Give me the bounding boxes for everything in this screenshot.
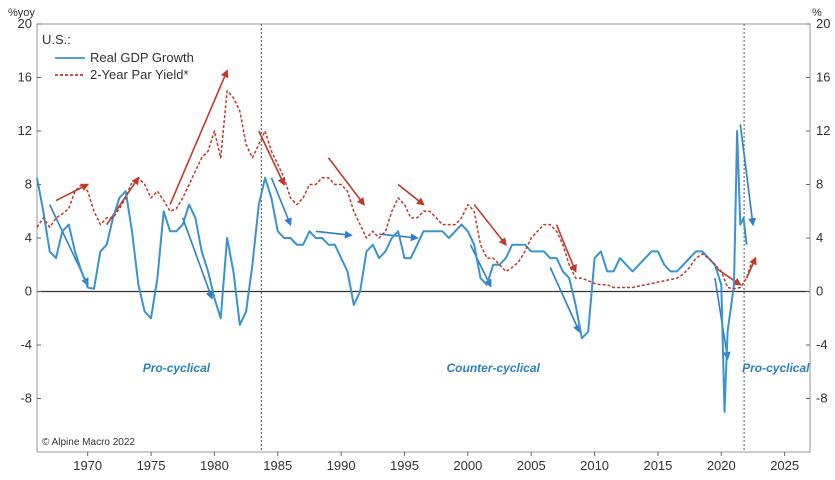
annotation-pro-cyclical-1: Pro-cyclical — [143, 361, 211, 375]
data-series — [36, 90, 754, 413]
trend-arrow-5 — [469, 244, 492, 288]
trend-arrow-17 — [714, 266, 742, 286]
trend-arrow-6 — [549, 267, 581, 334]
y-right-tick-label: 20 — [816, 16, 830, 31]
guide-lines — [37, 24, 810, 452]
y-left-tick-label: 0 — [25, 284, 32, 299]
series-line-2y-yield — [36, 90, 754, 290]
x-tick-label: 2005 — [517, 458, 546, 473]
y-left-tick-label: 20 — [18, 16, 32, 31]
trend-arrows — [48, 69, 757, 360]
y-left-tick-label: 12 — [18, 123, 32, 138]
trend-arrow-4 — [379, 233, 419, 242]
trend-arrow-15 — [473, 204, 507, 246]
x-tick-label: 1990 — [327, 458, 356, 473]
trend-arrow-2 — [270, 177, 292, 227]
y-right-tick-label: 16 — [816, 70, 830, 85]
y-right-tick-label: 4 — [816, 230, 823, 245]
y-right-unit: % — [812, 7, 822, 19]
y-right-tick-label: -8 — [816, 391, 828, 406]
trend-arrow-9 — [55, 183, 90, 202]
trend-arrow-1 — [181, 217, 214, 300]
y-right-tick-label: 0 — [816, 284, 823, 299]
x-tick-label: 2015 — [643, 458, 672, 473]
x-tick-label: 1995 — [390, 458, 419, 473]
y-right-tick-label: 12 — [816, 123, 830, 138]
y-left-tick-label: 4 — [25, 230, 32, 245]
trend-arrow-14 — [397, 183, 425, 206]
annotation-counter-cyclical: Counter-cyclical — [447, 361, 541, 375]
trend-arrow-16 — [555, 224, 577, 273]
y-left-tick-label: -8 — [20, 391, 32, 406]
trend-arrow-3 — [315, 230, 353, 239]
y-left-tick-label: 8 — [25, 177, 32, 192]
y-left-unit: %yoy — [8, 7, 35, 19]
legend: U.S.: Real GDP Growth 2-Year Par Yield* — [42, 32, 194, 82]
x-tick-label: 2010 — [580, 458, 609, 473]
series-line-real-gdp — [36, 130, 748, 413]
trend-arrow-10 — [106, 176, 140, 226]
x-tick-label: 1980 — [200, 458, 229, 473]
y-right-tick-label: -4 — [816, 337, 828, 352]
trend-arrow-8 — [739, 124, 757, 227]
x-tick-label: 2000 — [453, 458, 482, 473]
y-right-tick-label: 8 — [816, 177, 823, 192]
trend-arrow-12 — [258, 130, 285, 186]
y-left-tick-label: -4 — [20, 337, 32, 352]
x-tick-label: 1970 — [73, 458, 102, 473]
legend-title: U.S.: — [42, 32, 71, 47]
x-tick-label: 2025 — [770, 458, 799, 473]
y-left-tick-label: 16 — [18, 70, 32, 85]
x-tick-label: 1975 — [137, 458, 166, 473]
plot-area — [36, 23, 811, 453]
x-tick-label: 2020 — [707, 458, 736, 473]
trend-arrow-11 — [169, 69, 229, 205]
credit: © Alpine Macro 2022 — [42, 437, 135, 448]
x-tick-label: 1985 — [263, 458, 292, 473]
legend-label-yield: 2-Year Par Yield* — [90, 67, 189, 82]
trend-arrow-13 — [327, 157, 365, 206]
annotation-pro-cyclical-2: Pro-cyclical — [742, 361, 810, 375]
legend-label-gdp: Real GDP Growth — [90, 50, 194, 65]
